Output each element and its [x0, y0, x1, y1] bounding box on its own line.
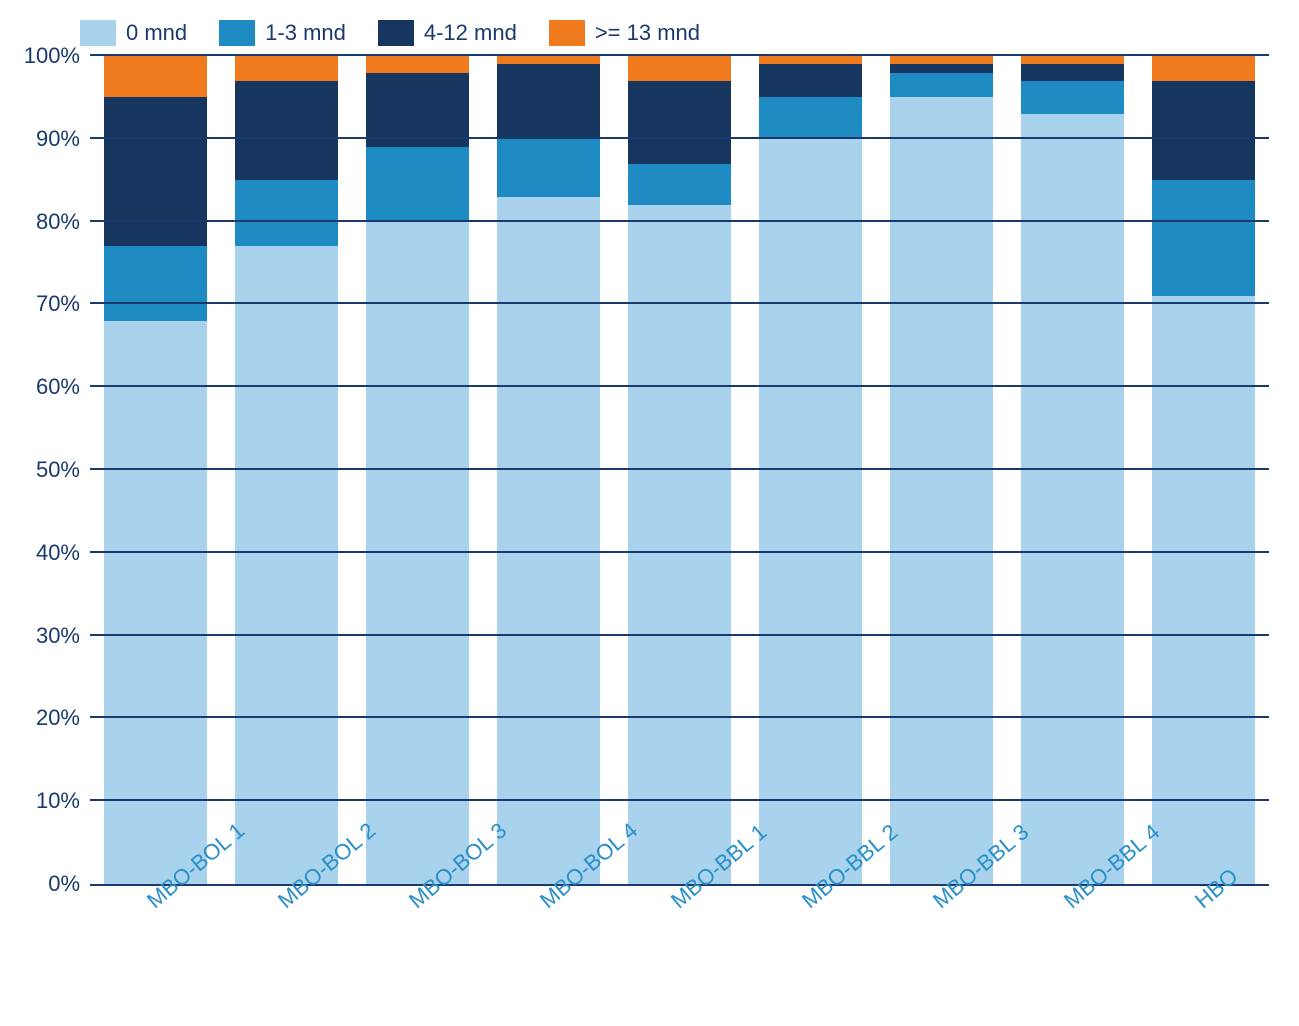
bar-segment [235, 81, 337, 180]
bar-segment [366, 56, 468, 73]
bar-segment [497, 139, 599, 197]
legend-label: 1-3 mnd [265, 20, 346, 46]
y-axis-tick-label: 50% [36, 457, 90, 483]
y-axis-tick-label: 80% [36, 209, 90, 235]
y-axis-tick-label: 70% [36, 291, 90, 317]
grid-line [90, 302, 1269, 304]
grid-line [90, 716, 1269, 718]
bar-segment [497, 56, 599, 64]
stacked-bar-chart: 0 mnd1-3 mnd4-12 mnd>= 13 mnd 0%10%20%30… [20, 20, 1279, 1006]
stacked-bar [759, 56, 861, 884]
grid-line [90, 137, 1269, 139]
bar-slot [876, 56, 1007, 884]
y-axis-tick-label: 10% [36, 788, 90, 814]
grid-line [90, 385, 1269, 387]
bar-segment [235, 56, 337, 81]
stacked-bar [890, 56, 992, 884]
bar-slot [1007, 56, 1138, 884]
grid-line [90, 468, 1269, 470]
grid-line [90, 551, 1269, 553]
y-axis-tick-label: 40% [36, 540, 90, 566]
bar-segment [890, 97, 992, 884]
y-axis-tick-label: 0% [48, 871, 90, 897]
y-axis-tick-label: 20% [36, 705, 90, 731]
stacked-bar [1021, 56, 1123, 884]
bar-segment [1021, 81, 1123, 114]
legend-swatch [549, 20, 585, 46]
legend-label: 0 mnd [126, 20, 187, 46]
x-label-slot: MBO-BOL 3 [352, 886, 483, 976]
bar-segment [759, 97, 861, 138]
x-label-slot: MBO-BOL 4 [483, 886, 614, 976]
chart-plot-area: 0%10%20%30%40%50%60%70%80%90%100% [90, 56, 1269, 886]
legend-item: 4-12 mnd [378, 20, 517, 46]
bar-segment [628, 56, 730, 81]
bar-segment [759, 56, 861, 64]
stacked-bar [235, 56, 337, 884]
chart-bars [90, 56, 1269, 884]
bar-segment [628, 164, 730, 205]
bar-segment [1021, 114, 1123, 884]
bar-segment [1152, 180, 1254, 296]
bar-segment [235, 246, 337, 884]
y-axis-tick-label: 100% [24, 43, 90, 69]
bar-segment [890, 73, 992, 98]
bar-slot [90, 56, 221, 884]
legend-swatch [219, 20, 255, 46]
x-label-slot: MBO-BBL 3 [876, 886, 1007, 976]
y-axis-tick-label: 60% [36, 374, 90, 400]
bar-segment [759, 139, 861, 884]
bar-segment [1021, 56, 1123, 64]
grid-line [90, 634, 1269, 636]
legend-label: 4-12 mnd [424, 20, 517, 46]
stacked-bar [628, 56, 730, 884]
grid-line [90, 54, 1269, 56]
legend-item: >= 13 mnd [549, 20, 700, 46]
bar-segment [628, 205, 730, 884]
x-label-slot: MBO-BOL 2 [221, 886, 352, 976]
stacked-bar [497, 56, 599, 884]
bar-segment [497, 197, 599, 884]
bar-segment [366, 147, 468, 222]
bar-segment [628, 81, 730, 164]
bar-segment [104, 56, 206, 97]
bar-slot [352, 56, 483, 884]
chart-legend: 0 mnd 1-3 mnd 4-12 mnd >= 13 mnd [20, 20, 1279, 46]
bar-slot [221, 56, 352, 884]
legend-label: >= 13 mnd [595, 20, 700, 46]
bar-segment [104, 97, 206, 246]
bar-segment [890, 64, 992, 72]
legend-swatch [378, 20, 414, 46]
y-axis-tick-label: 30% [36, 623, 90, 649]
chart-x-axis: MBO-BOL 1MBO-BOL 2MBO-BOL 3MBO-BOL 4MBO-… [90, 886, 1269, 976]
stacked-bar [366, 56, 468, 884]
x-label-slot: MBO-BOL 1 [90, 886, 221, 976]
bar-slot [614, 56, 745, 884]
bar-slot [483, 56, 614, 884]
bar-segment [1152, 56, 1254, 81]
x-label-slot: MBO-BBL 1 [614, 886, 745, 976]
x-label-slot: MBO-BBL 4 [1007, 886, 1138, 976]
stacked-bar [104, 56, 206, 884]
grid-line [90, 220, 1269, 222]
bar-segment [890, 56, 992, 64]
bar-segment [104, 246, 206, 321]
bar-slot [745, 56, 876, 884]
bar-slot [1138, 56, 1269, 884]
bar-segment [497, 64, 599, 139]
grid-line [90, 799, 1269, 801]
legend-item: 1-3 mnd [219, 20, 346, 46]
bar-segment [1021, 64, 1123, 81]
bar-segment [235, 180, 337, 246]
stacked-bar [1152, 56, 1254, 884]
x-label-slot: MBO-BBL 2 [745, 886, 876, 976]
legend-item: 0 mnd [80, 20, 187, 46]
y-axis-tick-label: 90% [36, 126, 90, 152]
bar-segment [759, 64, 861, 97]
x-label-slot: HBO [1138, 886, 1269, 976]
bar-segment [1152, 81, 1254, 180]
